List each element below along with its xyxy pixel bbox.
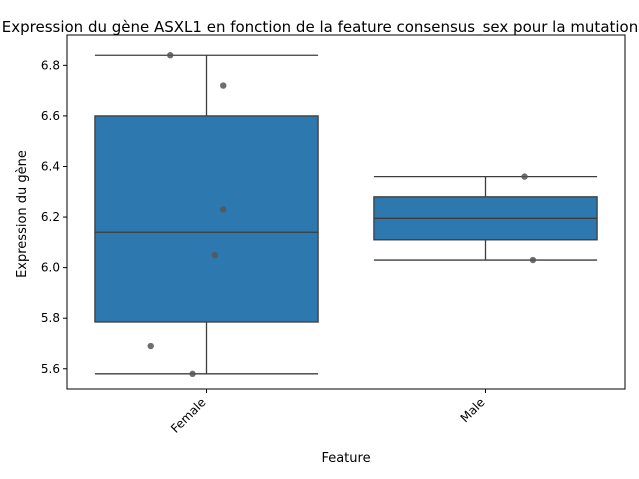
y-tick-label: 6.4 <box>41 159 60 173</box>
y-tick-label: 6.6 <box>41 109 60 123</box>
data-point <box>211 251 219 259</box>
data-point <box>220 206 227 213</box>
data-point <box>220 82 227 89</box>
x-axis-label: Feature <box>321 451 370 466</box>
plot-frame <box>66 34 626 390</box>
y-axis-label: Expression du gène <box>15 150 30 278</box>
box-female <box>94 115 319 323</box>
data-point <box>189 370 196 378</box>
data-point <box>529 256 537 264</box>
chart-title: Expression du gène ASXL1 en fonction de … <box>2 18 639 37</box>
data-point <box>167 52 174 59</box>
y-tick-label: 5.8 <box>41 311 60 325</box>
data-point <box>521 173 528 180</box>
x-tick-label: Female <box>168 395 209 436</box>
y-tick-label: 6.8 <box>41 58 60 72</box>
data-point <box>147 342 154 350</box>
y-tick-label: 6.0 <box>41 261 60 275</box>
y-tick-label: 6.2 <box>41 210 60 224</box>
y-tick-label: 5.6 <box>41 362 60 376</box>
x-tick-label: Male <box>458 395 488 425</box>
